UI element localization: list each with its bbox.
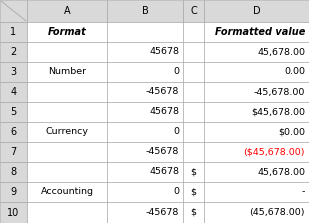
Bar	[204, 42, 309, 62]
Bar	[183, 122, 204, 142]
Text: 0: 0	[173, 128, 179, 136]
Bar	[183, 162, 204, 182]
Bar	[107, 142, 183, 162]
Bar	[27, 0, 107, 22]
Bar	[183, 82, 204, 102]
Bar	[27, 42, 107, 62]
Bar	[107, 22, 183, 42]
Text: -45678: -45678	[146, 87, 179, 97]
Text: C: C	[190, 6, 197, 16]
Text: Formatted value: Formatted value	[215, 27, 305, 37]
Bar	[107, 62, 183, 82]
Text: Accounting: Accounting	[40, 188, 94, 196]
Text: $: $	[191, 208, 197, 217]
Text: 45,678.00: 45,678.00	[257, 167, 305, 176]
Text: (45,678.00): (45,678.00)	[249, 208, 305, 217]
Bar	[107, 122, 183, 142]
Bar	[0, 122, 27, 142]
Bar	[183, 42, 204, 62]
Text: 7: 7	[11, 147, 17, 157]
Bar	[204, 82, 309, 102]
Bar	[0, 62, 27, 82]
Text: 8: 8	[11, 167, 17, 177]
Bar	[204, 162, 309, 182]
Text: $: $	[191, 167, 197, 176]
Bar	[204, 22, 309, 42]
Text: $: $	[191, 188, 197, 196]
Text: 5: 5	[11, 107, 17, 117]
Bar	[107, 102, 183, 122]
Bar	[27, 182, 107, 202]
Bar	[27, 22, 107, 42]
Bar	[204, 182, 309, 202]
Text: -: -	[302, 188, 305, 196]
Bar	[0, 42, 27, 62]
Bar	[27, 102, 107, 122]
Text: 45678: 45678	[149, 167, 179, 176]
Bar	[107, 202, 183, 223]
Bar	[0, 142, 27, 162]
Bar	[183, 142, 204, 162]
Text: Currency: Currency	[45, 128, 88, 136]
Text: 10: 10	[7, 207, 20, 217]
Text: 1: 1	[11, 27, 17, 37]
Bar	[107, 0, 183, 22]
Bar	[183, 62, 204, 82]
Text: 3: 3	[11, 67, 17, 77]
Bar	[183, 182, 204, 202]
Text: 9: 9	[11, 187, 17, 197]
Bar	[204, 102, 309, 122]
Text: $45,678.00: $45,678.00	[251, 107, 305, 116]
Bar	[27, 122, 107, 142]
Bar	[0, 162, 27, 182]
Bar	[204, 62, 309, 82]
Bar	[107, 182, 183, 202]
Text: 0.00: 0.00	[284, 68, 305, 76]
Bar	[27, 62, 107, 82]
Text: 6: 6	[11, 127, 17, 137]
Text: D: D	[253, 6, 260, 16]
Bar	[107, 162, 183, 182]
Text: Format: Format	[48, 27, 87, 37]
Bar	[204, 202, 309, 223]
Bar	[27, 202, 107, 223]
Bar	[27, 142, 107, 162]
Bar	[183, 0, 204, 22]
Text: Number: Number	[48, 68, 86, 76]
Text: 4: 4	[11, 87, 17, 97]
Text: 45678: 45678	[149, 107, 179, 116]
Bar	[204, 122, 309, 142]
Bar	[183, 22, 204, 42]
Bar	[0, 182, 27, 202]
Bar	[204, 0, 309, 22]
Text: 0: 0	[173, 68, 179, 76]
Text: 45678: 45678	[149, 47, 179, 56]
Bar	[0, 82, 27, 102]
Bar	[0, 102, 27, 122]
Text: $0.00: $0.00	[278, 128, 305, 136]
Text: 0: 0	[173, 188, 179, 196]
Bar	[27, 162, 107, 182]
Text: 2: 2	[11, 47, 17, 57]
Bar	[107, 42, 183, 62]
Text: -45,678.00: -45,678.00	[254, 87, 305, 97]
Bar	[204, 142, 309, 162]
Bar	[27, 82, 107, 102]
Bar	[0, 0, 27, 22]
Bar	[183, 102, 204, 122]
Text: A: A	[64, 6, 70, 16]
Text: ($45,678.00): ($45,678.00)	[243, 147, 305, 157]
Bar	[107, 82, 183, 102]
Text: -45678: -45678	[146, 208, 179, 217]
Text: -45678: -45678	[146, 147, 179, 157]
Bar	[0, 202, 27, 223]
Bar	[0, 22, 27, 42]
Text: 45,678.00: 45,678.00	[257, 47, 305, 56]
Text: B: B	[142, 6, 148, 16]
Bar	[183, 202, 204, 223]
